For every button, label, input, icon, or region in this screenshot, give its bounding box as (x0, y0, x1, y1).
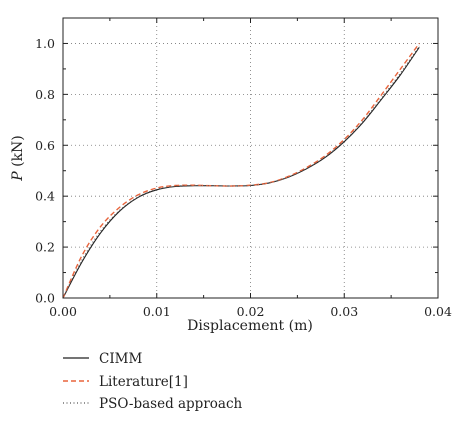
series-line-literature-1 (62, 43, 420, 299)
x-tick-label: 0.03 (330, 304, 358, 319)
y-tick-label: 1.0 (35, 36, 55, 51)
x-tick-labels: 0.00 0.01 0.02 0.03 0.04 (49, 304, 452, 319)
x-tick-label: 0.04 (424, 304, 452, 319)
y-tick-label: 0.0 (35, 291, 55, 306)
y-tick-label: 0.2 (35, 240, 55, 255)
legend-item-pso: PSO-based approach (63, 396, 243, 412)
x-tick-label: 0.02 (237, 304, 265, 319)
legend-label-pso: PSO-based approach (99, 396, 243, 412)
y-axis-title-symbol: P (10, 171, 26, 182)
legend: CIMM Literature[1] PSO-based approach (63, 351, 243, 412)
series-layer (62, 43, 420, 299)
y-tick-label: 0.4 (35, 189, 55, 204)
legend-label-literature: Literature[1] (99, 374, 188, 390)
x-tick-label: 0.01 (143, 304, 171, 319)
y-tick-label: 0.8 (35, 87, 55, 102)
series-line-pso-based-approach (62, 45, 420, 299)
y-tick-labels: 0.0 0.2 0.4 0.6 0.8 1.0 (35, 36, 55, 306)
y-tick-label: 0.6 (35, 138, 55, 153)
series-line-cimm (62, 46, 420, 299)
legend-label-cimm: CIMM (99, 351, 142, 367)
x-tick-label: 0.00 (49, 304, 77, 319)
grid-lines (63, 18, 438, 298)
x-axis-title: Displacement (m) (187, 318, 313, 334)
axis-ticks (62, 17, 439, 299)
legend-item-cimm: CIMM (63, 351, 142, 367)
legend-item-literature: Literature[1] (63, 374, 188, 390)
y-axis-title-unit: (kN) (10, 135, 26, 171)
y-axis-title: P (kN) (10, 135, 26, 182)
